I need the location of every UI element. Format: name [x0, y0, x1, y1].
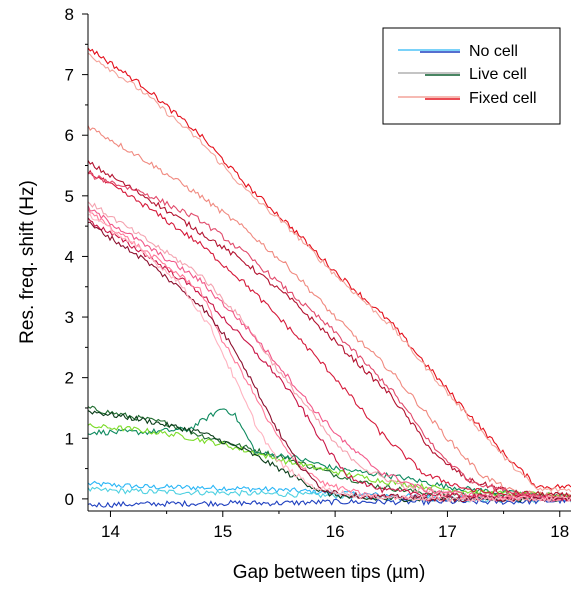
x-tick-label: 16 — [326, 522, 345, 541]
legend-label-live-cell: Live cell — [469, 66, 527, 83]
series-line-fixed-cell-16 — [87, 208, 571, 503]
series-line-fixed-cell-17 — [87, 221, 571, 503]
y-tick-label: 7 — [65, 66, 74, 85]
ticks-layer: 0 1 2 3 4 5 6 7 8 14 15 16 17 18 — [65, 5, 570, 541]
series-line-fixed-cell-12 — [87, 172, 571, 502]
axes-layer — [87, 14, 571, 512]
series-line-fixed-cell-18 — [87, 214, 571, 503]
legend-label-fixed-cell: Fixed cell — [469, 90, 537, 107]
x-tick-label: 15 — [213, 522, 232, 541]
y-tick-label: 0 — [65, 490, 74, 509]
x-tick-label: 17 — [438, 522, 457, 541]
y-axis-title: Res. freq. shift (Hz) — [17, 180, 38, 344]
y-tick-label: 4 — [65, 247, 74, 266]
legend-box — [382, 27, 561, 125]
series-line-fixed-cell-9 — [87, 125, 571, 500]
series-line-fixed-cell-8 — [87, 52, 571, 493]
series-line-fixed-cell-13 — [87, 201, 571, 502]
series-line-fixed-cell-14 — [87, 205, 571, 502]
series-line-live-cell-3 — [87, 405, 571, 500]
legend: No cell Live cell Fixed cell — [382, 27, 561, 125]
y-tick-label: 2 — [65, 369, 74, 388]
y-tick-label: 1 — [65, 429, 74, 448]
y-tick-label: 8 — [65, 5, 74, 24]
x-tick-label: 18 — [550, 522, 569, 541]
series-line-fixed-cell-11 — [87, 169, 571, 502]
series-layer — [87, 47, 571, 509]
series-line-fixed-cell-10 — [87, 160, 571, 499]
x-axis-title: Gap between tips (µm) — [233, 562, 426, 583]
x-tick-label: 14 — [101, 522, 120, 541]
y-tick-label: 3 — [65, 308, 74, 327]
y-tick-label: 5 — [65, 187, 74, 206]
legend-label-no-cell: No cell — [469, 43, 518, 60]
y-tick-label: 6 — [65, 126, 74, 145]
